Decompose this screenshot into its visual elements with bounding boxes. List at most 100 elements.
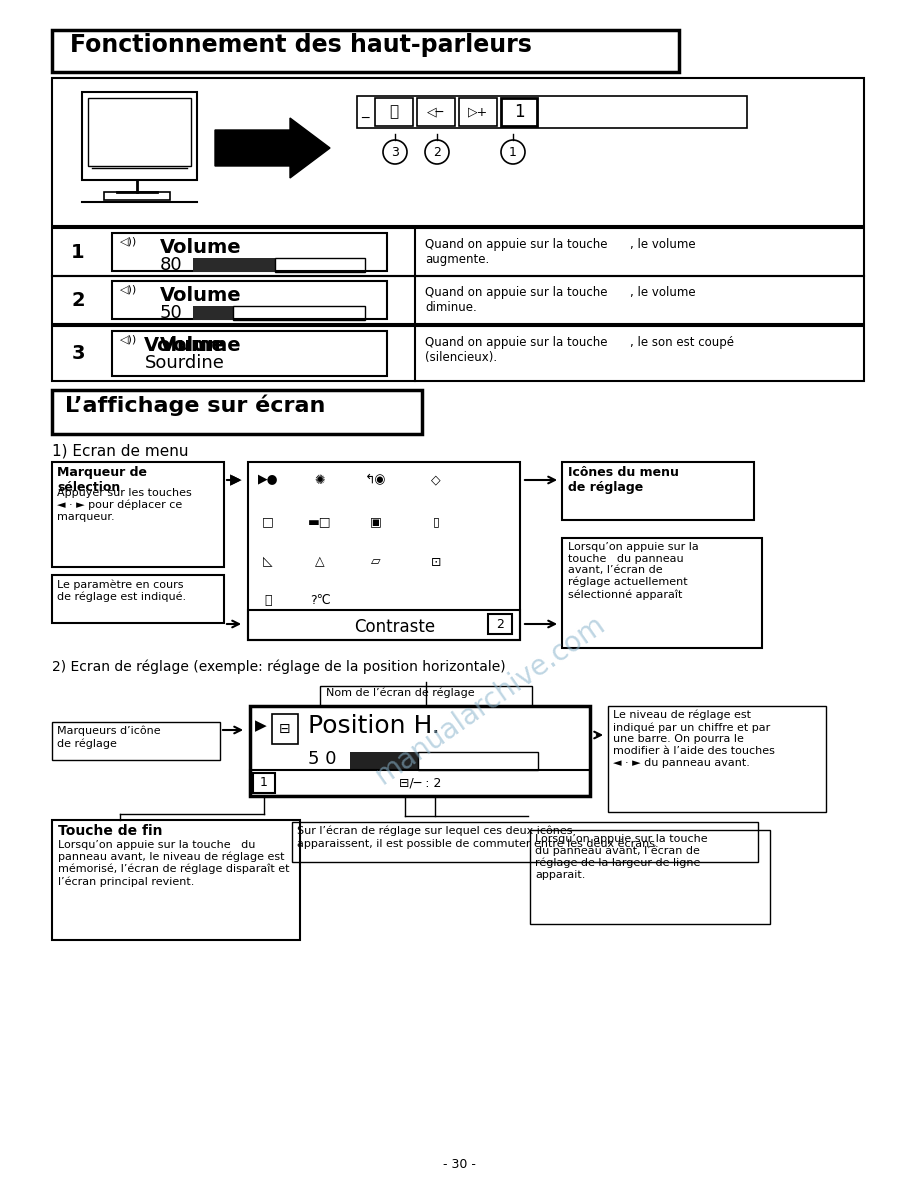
Text: Quand on appuie sur la touche      , le volume
augmente.: Quand on appuie sur la touche , le volum… <box>425 238 696 266</box>
Text: Appuyer sur les touches
◄ · ► pour déplacer ce
marqueur.: Appuyer sur les touches ◄ · ► pour dépla… <box>57 488 192 522</box>
Text: 2: 2 <box>433 145 441 158</box>
Bar <box>292 822 758 862</box>
Bar <box>501 97 537 126</box>
Text: ▱: ▱ <box>371 556 381 569</box>
Bar <box>193 258 275 272</box>
Text: ↰◉: ↰◉ <box>365 474 386 487</box>
Text: ◁)): ◁)) <box>120 236 138 246</box>
Bar <box>88 97 191 166</box>
Text: 3: 3 <box>72 345 84 364</box>
Text: ▶: ▶ <box>255 718 267 733</box>
Text: ◁)): ◁)) <box>120 284 138 293</box>
Text: ◁─: ◁─ <box>428 106 444 119</box>
Text: 1: 1 <box>514 103 524 121</box>
Text: □: □ <box>263 516 274 529</box>
Text: ▣: ▣ <box>370 516 382 529</box>
Text: Le niveau de réglage est
indiqué par un chiffre et par
une barre. On pourra le
m: Le niveau de réglage est indiqué par un … <box>613 710 775 767</box>
Bar <box>112 233 387 271</box>
Bar <box>253 773 275 794</box>
Bar <box>530 830 770 924</box>
Text: ✺: ✺ <box>315 474 325 487</box>
Text: 2: 2 <box>496 618 504 631</box>
Text: ─: ─ <box>361 112 368 125</box>
Text: 〜: 〜 <box>264 594 272 607</box>
Bar <box>82 91 197 181</box>
Bar <box>52 820 300 940</box>
Bar <box>52 462 224 567</box>
Text: Touche de fin: Touche de fin <box>58 824 162 838</box>
Bar <box>275 258 365 272</box>
Text: 1: 1 <box>509 145 517 158</box>
Text: Quand on appuie sur la touche      , le son est coupé
(silencieux).: Quand on appuie sur la touche , le son e… <box>425 336 734 364</box>
Bar <box>320 685 532 706</box>
Text: ▯: ▯ <box>432 516 440 529</box>
Text: Lorsqu’on appuie sur la touche   du
panneau avant, le niveau de réglage est
mémo: Lorsqu’on appuie sur la touche du pannea… <box>58 840 289 886</box>
Text: ▷+: ▷+ <box>468 106 488 119</box>
Bar <box>52 30 679 72</box>
Text: Lorsqu’on appuie sur la
touche   du panneau
avant, l’écran de
réglage actuelleme: Lorsqu’on appuie sur la touche du pannea… <box>568 542 699 600</box>
Text: 3: 3 <box>391 145 399 158</box>
Text: Marqueur de
sélection: Marqueur de sélection <box>57 466 147 494</box>
Text: Fonctionnement des haut-parleurs: Fonctionnement des haut-parleurs <box>70 33 532 57</box>
Text: Quand on appuie sur la touche      , le volume
diminue.: Quand on appuie sur la touche , le volum… <box>425 286 696 314</box>
Text: Volume: Volume <box>160 238 241 257</box>
Polygon shape <box>215 118 330 178</box>
Bar <box>52 326 864 381</box>
Text: ▶●: ▶● <box>258 474 278 487</box>
Text: 5 0: 5 0 <box>308 750 337 767</box>
Bar <box>250 706 590 796</box>
Text: Volume: Volume <box>144 336 226 355</box>
Text: Position H.: Position H. <box>308 714 440 738</box>
Text: ◁)): ◁)) <box>120 334 138 345</box>
Bar <box>248 609 520 640</box>
Text: 🔇: 🔇 <box>389 105 398 120</box>
Bar <box>52 228 864 276</box>
Bar <box>375 97 413 126</box>
Text: 80: 80 <box>160 255 183 274</box>
Bar <box>488 614 512 634</box>
Bar <box>52 390 422 434</box>
Bar <box>562 462 754 520</box>
Text: Lorsqu’on appuie sur la touche  
du panneau avant, l’écran de
réglage de la larg: Lorsqu’on appuie sur la touche du pannea… <box>535 834 714 880</box>
Bar <box>193 307 233 320</box>
Text: Volume: Volume <box>160 336 241 355</box>
Text: ⊟: ⊟ <box>279 722 291 737</box>
Text: ▬□: ▬□ <box>308 516 331 529</box>
Bar <box>52 722 220 760</box>
Text: △: △ <box>315 556 325 569</box>
Text: - 30 -: - 30 - <box>442 1158 476 1171</box>
Text: ▶: ▶ <box>230 473 241 487</box>
Text: manualarchive.com: manualarchive.com <box>370 609 610 790</box>
Bar <box>418 752 538 770</box>
Text: ⊟/─ : 2: ⊟/─ : 2 <box>398 777 442 790</box>
Text: 1) Ecran de menu: 1) Ecran de menu <box>52 444 188 459</box>
Bar <box>104 192 170 200</box>
Text: Marqueurs d’icône
de réglage: Marqueurs d’icône de réglage <box>57 726 161 748</box>
Text: Icônes du menu
de réglage: Icônes du menu de réglage <box>568 466 679 494</box>
Bar <box>250 770 590 796</box>
Text: L’affichage sur écran: L’affichage sur écran <box>65 394 325 416</box>
Text: ◇: ◇ <box>431 474 441 487</box>
Text: Nom de l’écran de réglage: Nom de l’écran de réglage <box>326 688 475 699</box>
Text: 2: 2 <box>72 291 84 310</box>
Bar <box>562 538 762 647</box>
Bar <box>459 97 497 126</box>
Bar <box>350 752 418 770</box>
Bar <box>357 96 747 128</box>
Bar <box>248 462 520 640</box>
Bar <box>233 307 365 320</box>
Bar <box>272 714 298 744</box>
Text: Contraste: Contraste <box>354 618 435 636</box>
Bar <box>52 78 864 226</box>
Text: 1: 1 <box>260 777 268 790</box>
Text: Le paramètre en cours
de réglage est indiqué.: Le paramètre en cours de réglage est ind… <box>57 579 186 601</box>
Text: Volume: Volume <box>160 286 241 305</box>
Text: Sur l’écran de réglage sur lequel ces deux icônes
apparaissent, il est possible : Sur l’écran de réglage sur lequel ces de… <box>297 826 658 848</box>
Bar <box>112 282 387 320</box>
Text: 50: 50 <box>160 304 183 322</box>
Text: 1: 1 <box>72 242 84 261</box>
Text: ?℃: ?℃ <box>309 594 330 607</box>
Bar <box>608 706 826 813</box>
Text: 2) Ecran de réglage (exemple: réglage de la position horizontale): 2) Ecran de réglage (exemple: réglage de… <box>52 661 506 675</box>
Text: Sourdine: Sourdine <box>145 354 225 372</box>
